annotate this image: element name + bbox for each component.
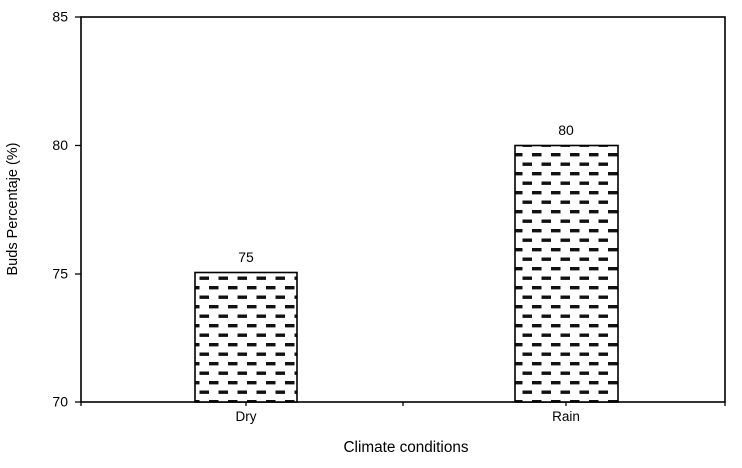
svg-text:80: 80 [558, 122, 574, 138]
svg-text:75: 75 [52, 266, 68, 282]
svg-text:70: 70 [52, 394, 68, 410]
svg-text:Dry: Dry [236, 409, 257, 424]
svg-text:85: 85 [52, 9, 68, 25]
svg-text:Buds Percentaje (%): Buds Percentaje (%) [5, 143, 21, 276]
svg-text:Rain: Rain [552, 409, 580, 424]
svg-text:80: 80 [52, 137, 68, 153]
svg-text:75: 75 [238, 249, 254, 265]
svg-text:Climate conditions: Climate conditions [344, 439, 469, 456]
